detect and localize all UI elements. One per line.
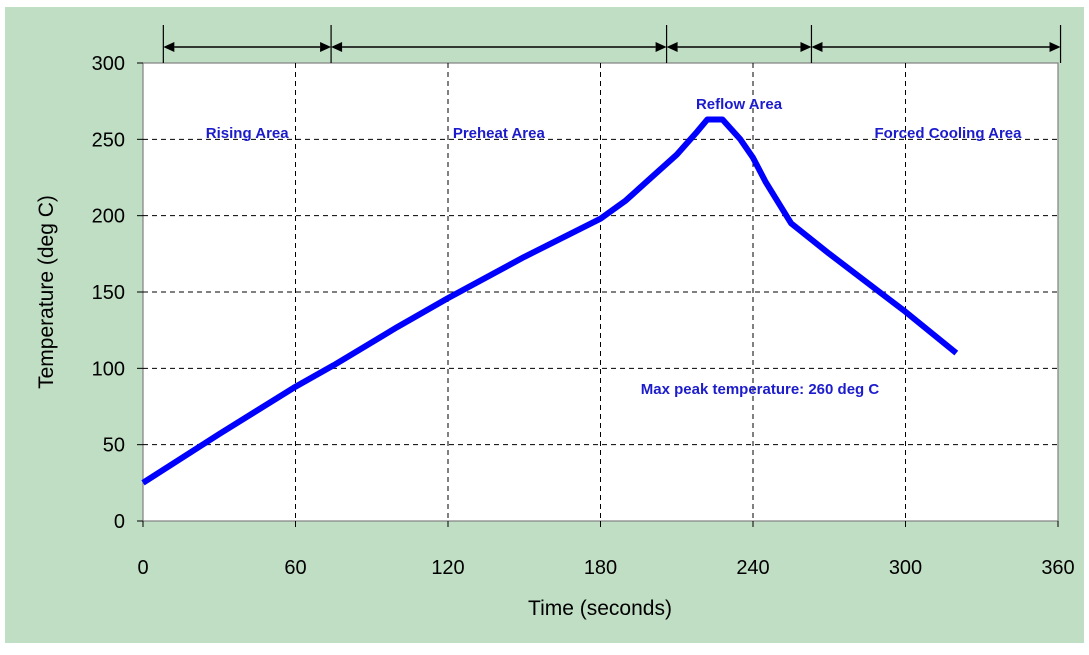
arrowhead-left <box>811 42 823 52</box>
chart-frame: Rising Area Preheat Area Reflow Area Forced… <box>5 7 1084 643</box>
y-tick-label: 150 <box>92 282 125 304</box>
region-markers: Rising Area Preheat Area Reflow Area Forced… <box>162 25 1062 142</box>
region-label: Preheat Area <box>453 125 546 142</box>
y-tick-label: 0 <box>114 511 125 533</box>
arrowhead-right <box>1049 42 1061 52</box>
region-label: Rising Area <box>206 125 289 142</box>
x-tick-label: 0 <box>137 557 148 579</box>
x-axis-title: Time (seconds) <box>528 597 672 620</box>
y-tick-label: 50 <box>103 435 125 457</box>
region-label: Reflow Area <box>696 96 783 113</box>
arrowhead-right <box>655 42 667 52</box>
arrowhead-left <box>163 42 175 52</box>
arrowhead-left <box>331 42 343 52</box>
x-tick-label: 180 <box>584 557 617 579</box>
x-tick-label: 120 <box>431 557 464 579</box>
series-layer <box>141 116 959 486</box>
tick-labels: 0 60 120 180 240 300 360 0 50 100 150 200 250 300 <box>92 53 1075 579</box>
x-tick-label: 60 <box>284 557 306 579</box>
region-reflow-area: Reflow Area <box>666 42 812 113</box>
y-tick-label: 100 <box>92 358 125 380</box>
temperature-profile-chart: Rising Area Preheat Area Reflow Area Forced… <box>35 25 1075 620</box>
y-tick-label: 200 <box>92 206 125 228</box>
region-preheat-area: Preheat Area <box>331 42 667 142</box>
region-forced-cooling-area: Forced Cooling Area <box>811 42 1061 142</box>
y-axis-title: Temperature (deg C) <box>35 195 58 389</box>
grid-lines <box>143 63 1058 521</box>
arrowhead-left <box>666 42 678 52</box>
temperature-series-line <box>141 116 959 486</box>
arrowhead-right <box>320 42 332 52</box>
region-label: Forced Cooling Area <box>875 125 1023 142</box>
y-tick-label: 300 <box>92 53 125 75</box>
y-tick-label: 250 <box>92 129 125 151</box>
x-tick-label: 300 <box>889 557 922 579</box>
x-tick-label: 240 <box>736 557 769 579</box>
peak-temperature-note: Max peak temperature: 260 deg C <box>641 381 880 398</box>
x-tick-label: 360 <box>1041 557 1074 579</box>
arrowhead-right <box>800 42 812 52</box>
region-rising-area: Rising Area <box>163 42 332 142</box>
